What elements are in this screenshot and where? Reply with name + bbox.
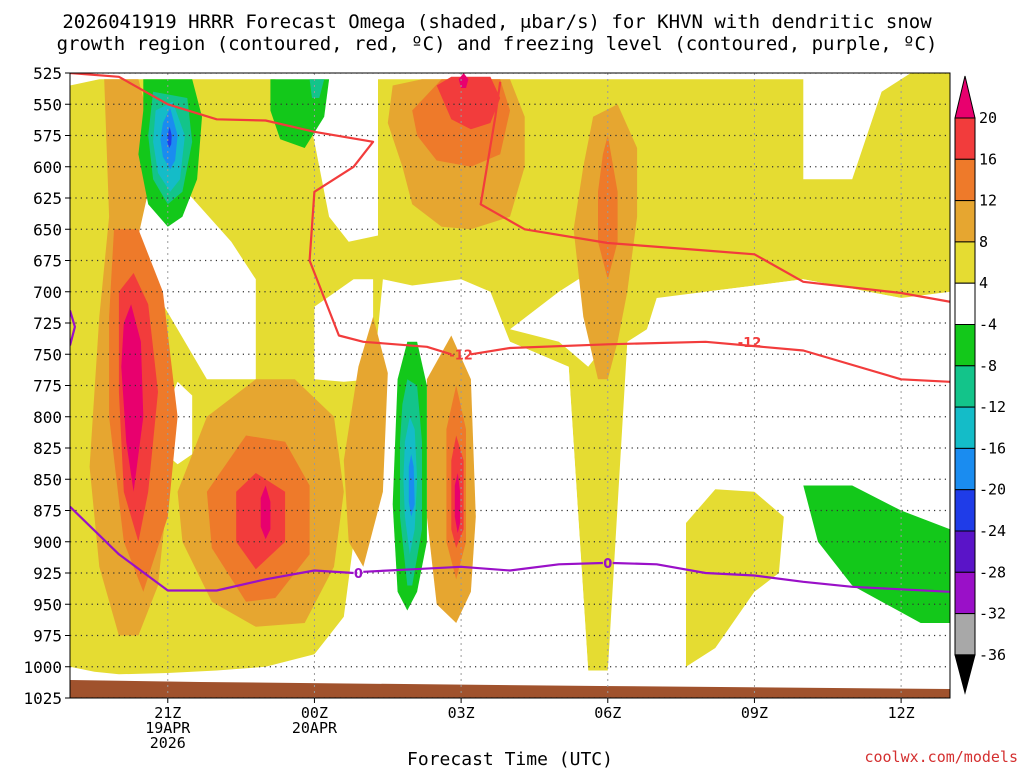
colorbar-bottom-arrow [954,654,976,695]
y-tick-label: 625 [33,189,62,208]
colorbar-label: 8 [979,233,988,251]
omega-region-6 [466,298,589,671]
y-tick-label: 900 [33,533,62,552]
colorbar-bin [954,200,976,243]
colorbar-label: -8 [979,357,997,375]
dendritic-isotherm-line-0 [70,73,452,356]
x-tick-label: 00Z [301,704,328,722]
omega-region-27 [454,473,461,533]
omega-region-12 [343,316,388,567]
x-tick-label: 06Z [594,704,621,722]
isotherm-contours: -12 -12 0 0 [70,73,950,593]
omega-region-1 [686,489,784,667]
freezing-level-line-1 [70,505,354,592]
chart-title-line-1: 2026041919 HRRR Forecast Omega (shaded, … [62,11,932,33]
colorbar-label: -36 [979,646,1006,664]
y-tick-label: 775 [33,377,62,396]
colorbar-bin [954,324,976,367]
omega-shading-layer [70,73,950,675]
y-tick-label: 800 [33,408,62,427]
colorbar-label: 16 [979,150,997,168]
omega-region-26 [260,485,271,540]
x-tick-label: 21Z [154,704,181,722]
pressure-axis: 525 550 575 600 625 650 675 700 725 750 775 800 825 8… [23,64,70,708]
omega-region-3 [314,279,374,382]
freezing-level-label: 0 [354,567,363,582]
x-tick-label: 03Z [448,704,475,722]
colorbar-bin [954,489,976,532]
colorbar-label: 12 [979,192,997,210]
omega-region-34 [309,79,325,98]
colorbar-bin [954,530,976,573]
dendritic-isotherm-label: -12 [738,336,762,351]
colorbar-label: -28 [979,563,1006,581]
x-tick-label: 12Z [888,704,915,722]
omega-region-28 [458,73,469,88]
y-tick-label: 725 [33,314,62,333]
y-tick-label: 575 [33,127,62,146]
colorbar-label: 4 [979,274,988,292]
x-tick-label: 20APR [292,719,338,737]
chart-title-line-2: growth region (contoured, red, ºC) and f… [57,33,938,55]
y-tick-label: 825 [33,439,62,458]
dendritic-isotherm-label: -12 [449,348,473,363]
terrain-ground-fill [70,680,950,698]
omega-region-40 [167,126,172,148]
colorbar-bin [954,282,976,326]
colorbar-label: -4 [979,316,997,334]
freezing-level-label: 0 [603,557,612,572]
x-tick-label: 19APR [145,719,191,737]
y-tick-label: 675 [33,252,62,271]
y-tick-label: 950 [33,595,62,614]
omega-region-39 [408,454,415,517]
colorbar-label: 20 [979,109,997,127]
colorbar-bin [954,571,976,615]
y-tick-label: 700 [33,283,62,302]
y-tick-label: 1000 [23,658,62,677]
colorbar-bin [954,613,976,656]
x-axis-label: Forecast Time (UTC) [407,749,613,768]
omega-region-22 [236,473,286,570]
omega-region-32 [803,485,950,623]
colorbar-label: -16 [979,439,1006,457]
site-credit: coolwx.com/models [864,748,1018,766]
colorbar-bin [954,241,976,284]
freezing-level-line-0 [70,310,76,346]
omega-region-2 [891,73,950,127]
dendritic-isotherm-line-1 [470,340,950,383]
colorbar-label: -32 [979,605,1006,623]
colorbar-legend: 20 16 12 8 4 -4 -8 -12 -16 -20 -24 -28 -32 -36 [954,75,1006,695]
colorbar-bin [954,158,976,202]
omega-region-25 [121,304,144,492]
colorbar-bin [954,365,976,408]
y-tick-label: 925 [33,564,62,583]
y-tick-label: 1025 [23,689,62,708]
y-tick-label: 975 [33,627,62,646]
dendritic-isotherm-line-2 [479,81,950,303]
colorbar-bin [954,117,976,160]
colorbar-bin [954,447,976,491]
omega-region-5 [622,279,950,671]
gridlines [70,73,950,698]
colorbar-label: -24 [979,522,1006,540]
plot-area: -12 -12 0 0 [70,73,950,698]
x-tick-label: 09Z [741,704,768,722]
colorbar-label: -20 [979,481,1006,499]
freezing-level-line-3 [612,561,950,593]
colorbar-bin [954,406,976,449]
y-tick-label: 750 [33,345,62,364]
y-tick-label: 850 [33,470,62,489]
colorbar-label: -12 [979,398,1006,416]
x-tick-label: 2026 [150,734,186,752]
y-tick-label: 875 [33,502,62,521]
y-tick-label: 650 [33,220,62,239]
y-tick-label: 525 [33,64,62,83]
y-tick-label: 600 [33,158,62,177]
omega-region-24 [436,76,501,130]
freezing-level-line-2 [363,561,603,573]
y-tick-label: 550 [33,95,62,114]
